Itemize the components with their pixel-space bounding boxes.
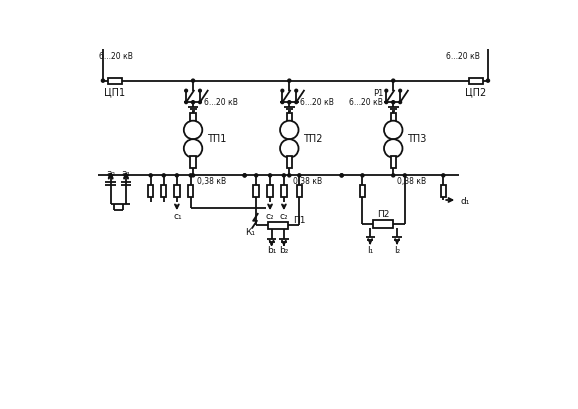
Circle shape	[288, 79, 291, 82]
Circle shape	[384, 139, 402, 157]
Circle shape	[283, 174, 286, 177]
Circle shape	[298, 174, 301, 177]
Circle shape	[399, 89, 402, 92]
Circle shape	[101, 79, 105, 82]
Circle shape	[191, 174, 195, 177]
Bar	[190, 113, 196, 125]
Text: ТП3: ТП3	[407, 134, 427, 144]
Circle shape	[340, 174, 343, 177]
Circle shape	[442, 174, 445, 177]
Text: a₂: a₂	[106, 169, 115, 178]
Circle shape	[109, 174, 112, 177]
Circle shape	[124, 174, 128, 177]
Text: 0,38 кВ: 0,38 кВ	[293, 177, 323, 186]
Circle shape	[403, 174, 406, 177]
Circle shape	[280, 121, 298, 139]
Bar	[373, 220, 393, 228]
Text: b₂: b₂	[279, 246, 288, 255]
Bar	[108, 78, 122, 84]
Bar	[287, 113, 292, 125]
Circle shape	[288, 101, 291, 104]
Circle shape	[199, 101, 201, 103]
Circle shape	[340, 174, 343, 177]
Circle shape	[185, 101, 187, 103]
Text: c₂: c₂	[266, 212, 275, 221]
Circle shape	[184, 121, 202, 139]
Bar	[268, 185, 273, 197]
Text: c₁: c₁	[173, 212, 182, 221]
Text: 0,38 кВ: 0,38 кВ	[397, 177, 426, 186]
Circle shape	[243, 174, 246, 177]
Circle shape	[288, 174, 291, 177]
Bar	[268, 222, 288, 229]
Text: d₁: d₁	[460, 197, 469, 206]
Circle shape	[189, 174, 192, 177]
Text: c₂: c₂	[280, 212, 288, 221]
Circle shape	[281, 101, 284, 103]
Text: Р1: Р1	[373, 89, 383, 98]
Text: ЦП1: ЦП1	[105, 87, 125, 97]
Circle shape	[385, 101, 388, 103]
Circle shape	[281, 89, 284, 92]
Bar	[281, 185, 287, 197]
Circle shape	[361, 174, 364, 177]
Bar	[391, 157, 396, 168]
Circle shape	[399, 101, 402, 103]
Circle shape	[185, 89, 187, 92]
Text: ТП1: ТП1	[207, 134, 226, 144]
Circle shape	[280, 139, 298, 157]
Circle shape	[295, 89, 298, 92]
Bar	[161, 185, 166, 197]
Text: a₁: a₁	[121, 169, 131, 178]
Text: ЦП2: ЦП2	[465, 87, 487, 97]
Text: 6...20 кВ: 6...20 кВ	[446, 52, 480, 61]
Bar	[287, 157, 292, 168]
Circle shape	[184, 139, 202, 157]
Text: 6...20 кВ: 6...20 кВ	[300, 98, 334, 107]
Circle shape	[191, 101, 195, 104]
Circle shape	[255, 174, 258, 177]
Bar	[190, 157, 196, 168]
Bar	[440, 185, 446, 197]
Circle shape	[487, 79, 490, 82]
Text: ТП2: ТП2	[303, 134, 323, 144]
Circle shape	[295, 101, 298, 103]
Bar	[360, 185, 365, 197]
Text: l₂: l₂	[394, 245, 400, 254]
Bar	[174, 185, 180, 197]
Text: П2: П2	[377, 210, 390, 219]
Circle shape	[149, 174, 152, 177]
Circle shape	[243, 174, 246, 177]
Text: l₁: l₁	[367, 245, 373, 254]
Text: П1: П1	[293, 216, 306, 225]
Circle shape	[384, 121, 402, 139]
Bar	[469, 78, 483, 84]
Circle shape	[392, 79, 395, 82]
Bar	[254, 185, 259, 197]
Circle shape	[385, 89, 388, 92]
Bar	[391, 113, 396, 125]
Text: 6...20 кВ: 6...20 кВ	[349, 98, 383, 107]
Text: 6...20 кВ: 6...20 кВ	[99, 52, 133, 61]
Circle shape	[199, 89, 201, 92]
Circle shape	[392, 101, 395, 104]
Bar	[297, 185, 302, 197]
Text: b₁: b₁	[267, 246, 276, 255]
Bar	[148, 185, 153, 197]
Circle shape	[191, 79, 195, 82]
Circle shape	[162, 174, 165, 177]
Circle shape	[392, 174, 395, 177]
Text: 0,38 кВ: 0,38 кВ	[197, 177, 226, 186]
Bar	[188, 185, 194, 197]
Text: К₁: К₁	[245, 228, 255, 237]
Circle shape	[269, 174, 272, 177]
Circle shape	[175, 174, 179, 177]
Text: 6...20 кВ: 6...20 кВ	[204, 98, 238, 107]
